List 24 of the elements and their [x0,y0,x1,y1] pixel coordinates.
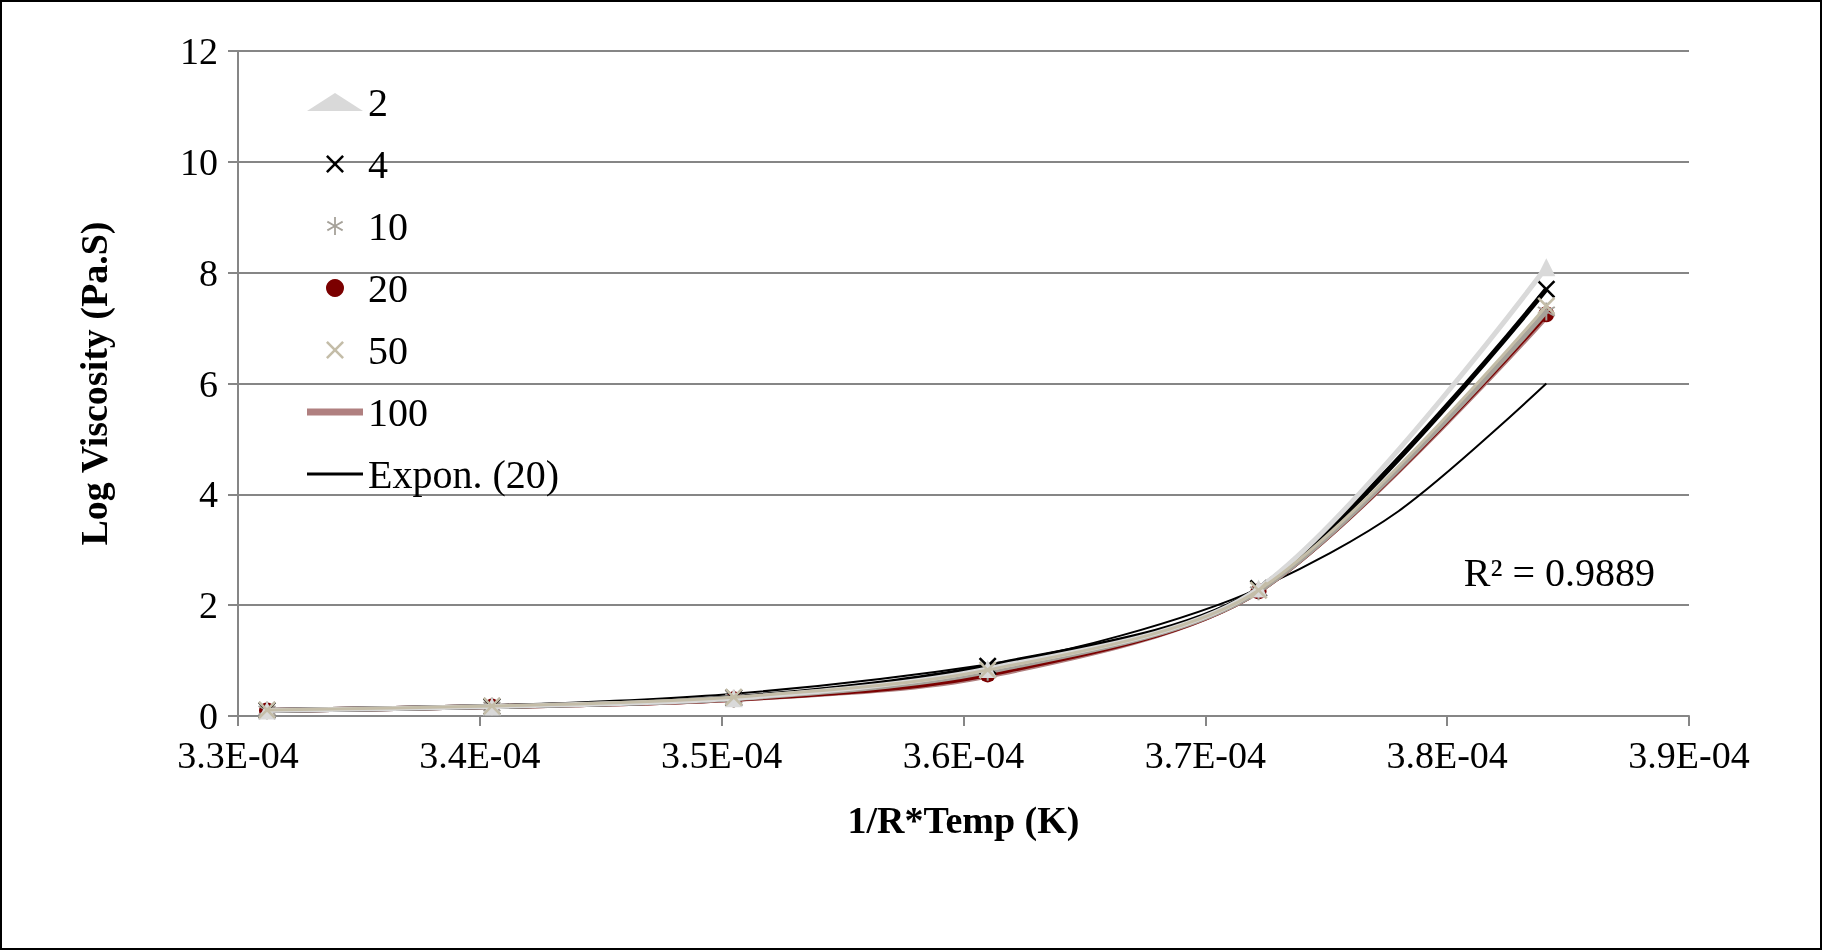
y-tick-label: 4 [199,473,218,516]
x-tick-label: 3.9E-04 [1628,734,1750,776]
y-tick-label: 6 [199,362,218,405]
x-tick-label: 3.5E-04 [660,734,783,776]
y-axis-title: Log Viscosity (Pa.S) [73,221,116,546]
y-tick-label: 12 [180,30,218,72]
legend-label: 50 [368,327,408,373]
y-tick-label: 10 [180,140,218,183]
x-axis-title: 1/R*Temp (K) [847,799,1080,842]
legend-label: 10 [368,203,408,249]
legend-label: 2 [368,79,388,125]
x-tick-label: 3.3E-04 [177,734,299,776]
y-tick-label: 0 [199,695,218,737]
x-tick-label: 3.8E-04 [1386,734,1508,776]
annotation: R² = 0.9889 [1463,549,1655,595]
legend-label: 100 [368,389,428,435]
legend-label: Expon. (20) [368,451,560,497]
x-tick-label: 3.4E-04 [419,734,541,776]
x-tick-label: 3.6E-04 [902,734,1025,776]
x-tick-label: 3.7E-04 [1144,734,1267,776]
y-tick-label: 2 [199,584,218,627]
legend-label: 4 [368,141,388,187]
y-tick-label: 8 [199,251,218,294]
legend-label: 20 [368,265,408,311]
